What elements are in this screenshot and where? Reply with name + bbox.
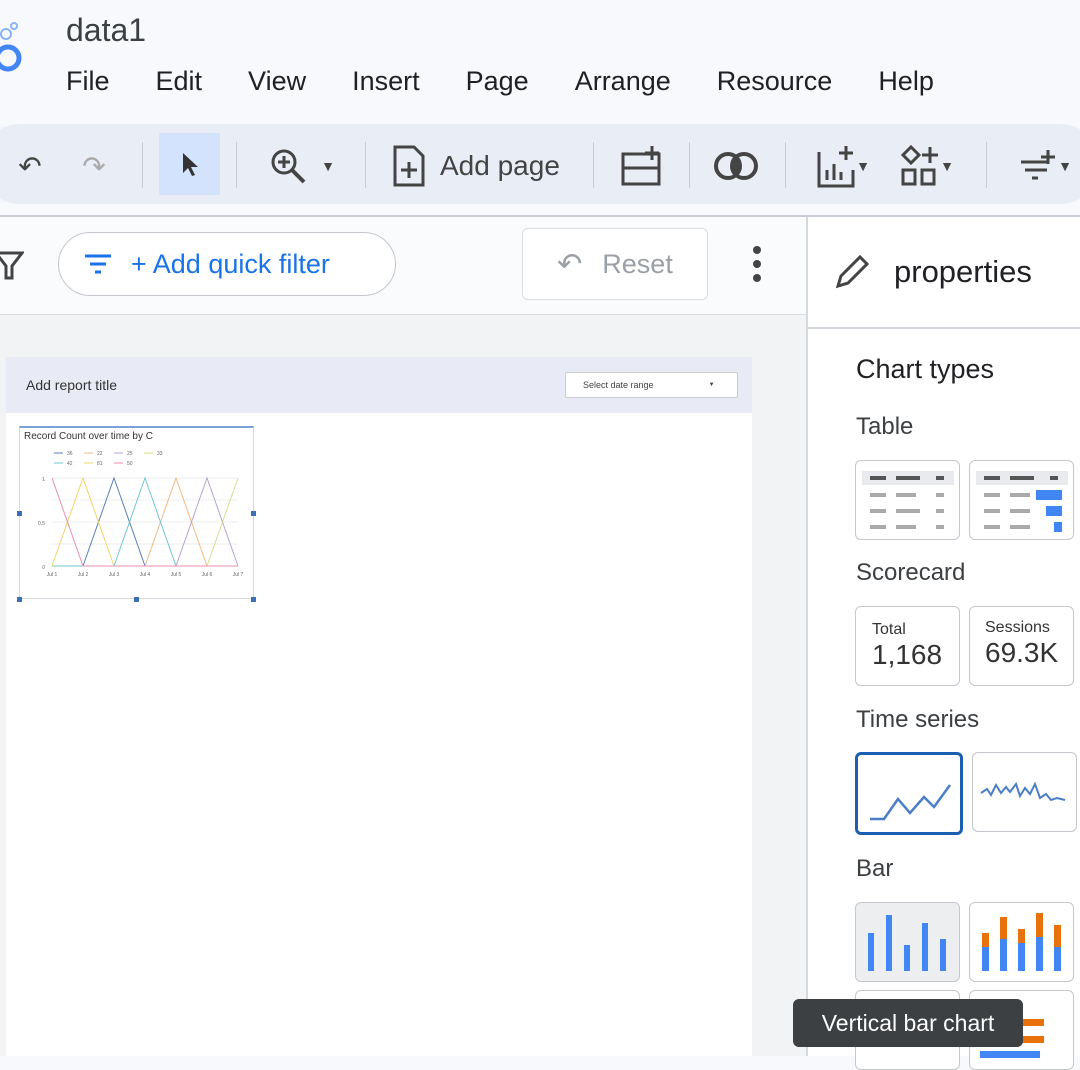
- pencil-icon: [835, 254, 870, 289]
- table-bars-icon: [976, 471, 1068, 532]
- chart-type-sparkline[interactable]: [972, 752, 1077, 832]
- report-title[interactable]: Add report title: [26, 377, 118, 393]
- menu-insert[interactable]: Insert: [352, 66, 420, 96]
- chart-type-time-series[interactable]: [855, 752, 963, 835]
- y-tick-label: 0: [42, 565, 45, 571]
- sparkline-icon: [980, 781, 1066, 802]
- looker-studio-logo[interactable]: [0, 18, 26, 76]
- scorecard-heading: Scorecard: [856, 559, 966, 586]
- filter-list-icon: [85, 254, 111, 274]
- legend-label: 81: [97, 461, 103, 467]
- menu-file[interactable]: File: [66, 66, 110, 96]
- filter-icon[interactable]: [0, 250, 24, 280]
- stacked-bar-icon: [982, 913, 1061, 971]
- bar-heading: Bar: [856, 855, 894, 882]
- reset-button[interactable]: ↶ Reset: [522, 228, 708, 300]
- add-quick-filter-label: + Add quick filter: [131, 248, 330, 279]
- time-series-heading: Time series: [856, 706, 980, 733]
- date-range-control[interactable]: Select date range ▼: [565, 372, 738, 398]
- x-tick-label: Jul 6: [202, 572, 213, 578]
- more-vert-icon[interactable]: [750, 244, 764, 284]
- x-tick-label: Jul 1: [47, 572, 58, 578]
- menu-help[interactable]: Help: [878, 66, 934, 96]
- resize-handle[interactable]: [251, 597, 256, 602]
- date-range-label: Select date range: [583, 380, 654, 390]
- zoom-icon: [271, 149, 306, 184]
- menu-arrange[interactable]: Arrange: [574, 66, 671, 96]
- redo-icon[interactable]: ↷: [82, 150, 106, 182]
- resize-handle[interactable]: [17, 511, 22, 516]
- x-tick-label: Jul 4: [140, 572, 151, 578]
- scorecard-label: Sessions: [985, 619, 1050, 636]
- series-line-50: [51, 477, 238, 567]
- filter-add-icon[interactable]: ▼: [1010, 138, 1080, 194]
- zoom-button[interactable]: ▼: [262, 138, 342, 194]
- undo-icon[interactable]: ↶: [18, 150, 42, 182]
- vertical-bar-icon: [868, 915, 946, 971]
- chart-type-scorecard[interactable]: Total 1,168: [855, 606, 960, 686]
- add-page-button[interactable]: Add page: [392, 138, 560, 194]
- add-chart-icon[interactable]: ▼: [810, 138, 876, 194]
- reset-label: Reset: [602, 248, 673, 279]
- menu-edit[interactable]: Edit: [155, 66, 203, 96]
- properties-title: properties: [894, 254, 1032, 289]
- scorecard-value: 1,168: [872, 639, 943, 670]
- reset-icon: ↶: [557, 247, 583, 281]
- scorecard-value: 69.3K: [985, 637, 1059, 668]
- menu-resource[interactable]: Resource: [716, 66, 833, 96]
- line-chart-svg: 0 0.5 1 Jul 1 Jul 2 Jul 3 Jul 4 Jul 5 Jul 6 Jul 7…: [38, 451, 244, 578]
- x-tick-label: Jul 2: [78, 572, 89, 578]
- legend-label: 22: [97, 451, 103, 457]
- table-icon: [862, 471, 954, 529]
- menu-bar: File Edit View Insert Page Arrange Resou…: [66, 66, 980, 97]
- scorecard-label: Total: [872, 621, 906, 638]
- blend-icon[interactable]: [712, 138, 760, 194]
- add-page-icon: [393, 145, 425, 187]
- report-name[interactable]: data1: [66, 12, 147, 48]
- resize-handle[interactable]: [134, 597, 139, 602]
- time-series-icon: [870, 784, 952, 821]
- legend-label: 25: [127, 451, 133, 457]
- resize-handle[interactable]: [251, 511, 256, 516]
- chart-title: Record Count over time by C: [24, 431, 153, 442]
- x-tick-label: Jul 7: [233, 572, 244, 578]
- dropdown-arrow-icon: ▼: [708, 382, 715, 388]
- x-tick-label: Jul 3: [109, 572, 120, 578]
- add-quick-filter-button[interactable]: + Add quick filter: [58, 232, 396, 296]
- add-control-icon[interactable]: ▼: [894, 138, 960, 194]
- properties-header: properties: [808, 217, 1080, 329]
- chart-types-heading: Chart types: [856, 354, 995, 384]
- legend-label: 33: [157, 451, 163, 457]
- table-heading: Table: [856, 413, 914, 440]
- legend-label: 50: [127, 461, 133, 467]
- tooltip: Vertical bar chart: [793, 999, 1023, 1047]
- legend-label: 36: [67, 451, 73, 457]
- add-page-label: Add page: [440, 150, 560, 181]
- chart-type-table-heatmap[interactable]: [969, 460, 1074, 540]
- x-tick-label: Jul 5: [171, 572, 182, 578]
- resize-handle[interactable]: [17, 597, 22, 602]
- menu-view[interactable]: View: [248, 66, 307, 96]
- chart-type-scorecard-compact[interactable]: Sessions 69.3K: [969, 606, 1074, 686]
- y-tick-label: 1: [42, 477, 45, 483]
- y-tick-label: 0.5: [38, 521, 45, 527]
- menu-page[interactable]: Page: [465, 66, 529, 96]
- chart-type-table[interactable]: [855, 460, 960, 540]
- chart-type-stacked-bar[interactable]: [969, 902, 1074, 982]
- legend-label: 42: [67, 461, 73, 467]
- add-data-icon[interactable]: [619, 138, 665, 194]
- select-icon[interactable]: [159, 133, 220, 195]
- chart-type-vertical-bar[interactable]: [855, 902, 960, 982]
